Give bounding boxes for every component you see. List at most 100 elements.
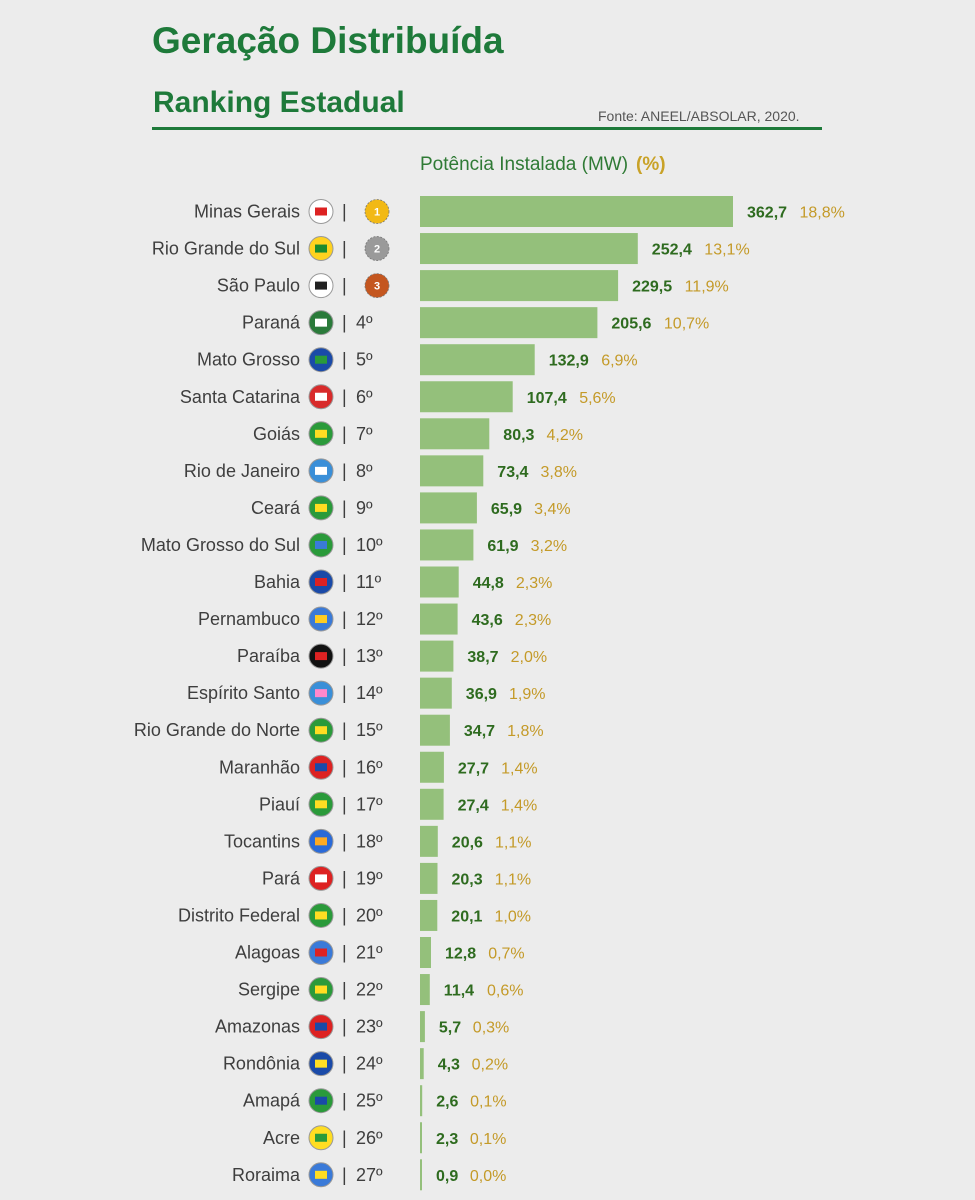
separator: | [342,1128,347,1148]
bar [420,492,477,524]
percent-value: 2,3% [515,612,551,629]
value-label: 205,6 [611,316,651,333]
separator: | [342,572,347,592]
value-label: 362,7 [747,205,787,222]
title-underline [152,127,822,130]
rank-label: 27º [356,1165,383,1185]
value-label: 38,7 [467,649,498,666]
separator: | [342,276,347,296]
state-name: São Paulo [217,276,300,296]
rank-label: 25º [356,1091,383,1111]
value-label: 229,5 [632,279,672,296]
separator: | [342,980,347,1000]
percent-value: 0,0% [470,1168,506,1185]
rank-label: 10º [356,535,383,555]
al-flag-icon [308,940,334,965]
state-name: Sergipe [238,980,300,1000]
rank-label: 22º [356,980,383,1000]
bar [420,603,458,635]
separator: | [342,239,347,259]
value-label: 0,9 [436,1168,458,1185]
value-label: 61,9 [487,538,518,555]
percent-value: 4,2% [547,427,583,444]
value-label: 252,4 [652,242,692,259]
rank-label: 20º [356,905,383,925]
percent-value: 1,4% [501,797,537,814]
pi-flag-icon [308,791,334,817]
bar [420,418,490,450]
separator: | [342,794,347,814]
bar [420,1122,422,1154]
rank-label: 7º [356,424,373,444]
value-label: 12,8 [445,946,476,963]
bar [420,233,638,265]
state-name: Minas Gerais [194,202,300,222]
mt-flag-icon [308,347,334,373]
state-name: Amapá [243,1091,301,1111]
value-label: 107,4 [527,390,567,407]
bar [420,714,450,746]
value-label: 44,8 [473,575,504,592]
rank-label: 18º [356,831,383,851]
bar [420,677,452,709]
value-label: 73,4 [497,464,528,481]
state-name: Tocantins [224,831,300,851]
percent-value: 0,2% [472,1057,508,1074]
rank-label: 15º [356,720,383,740]
chart-subtitle: Ranking Estadual [153,86,405,119]
percent-value: 2,3% [516,575,552,592]
state-name: Pará [262,868,301,888]
separator: | [342,868,347,888]
source-note: Fonte: ANEEL/ABSOLAR, 2020. [598,108,800,124]
percent-value: 1,0% [495,908,531,925]
state-name: Acre [263,1128,300,1148]
percent-value: 1,1% [495,871,531,888]
separator: | [342,1165,347,1185]
separator: | [342,350,347,370]
separator: | [342,498,347,518]
rank-label: 14º [356,683,383,703]
state-name: Rio de Janeiro [184,461,300,481]
bar [420,1085,423,1117]
bar [420,566,459,598]
bar [420,751,444,783]
separator: | [342,943,347,963]
state-name: Rondônia [223,1054,301,1074]
state-name: Santa Catarina [180,387,301,407]
value-label: 27,7 [458,760,489,777]
percent-value: 3,4% [534,501,570,518]
ac-flag-icon [308,1125,334,1151]
percent-value: 1,8% [507,723,543,740]
value-label: 2,3 [436,1131,458,1148]
rank-label: 17º [356,794,383,814]
bar [420,196,733,227]
separator: | [342,831,347,851]
rank-label: 9º [356,498,373,518]
state-name: Espírito Santo [187,683,300,703]
gold-medal-icon: 1 [364,199,390,224]
am-flag-icon [308,1014,334,1040]
ma-flag-icon [308,754,334,780]
state-name: Distrito Federal [178,905,300,925]
percent-value: 10,7% [664,316,709,333]
state-name: Bahia [254,572,301,592]
percent-value: 5,6% [579,390,615,407]
separator: | [342,202,347,222]
to-flag-icon [308,828,334,854]
separator: | [342,1054,347,1074]
ro-flag-icon [308,1051,334,1077]
value-label: 20,3 [452,871,483,888]
bar [420,862,438,894]
percent-value: 0,7% [488,946,524,963]
bar [420,937,431,968]
se-flag-icon [308,977,334,1003]
state-name: Pernambuco [198,609,300,629]
percent-value: 6,9% [601,353,637,370]
state-name: Mato Grosso [197,350,300,370]
state-name: Roraima [232,1165,301,1185]
rank-label: 21º [356,943,383,963]
rj-flag-icon [308,458,334,484]
rs-flag-icon [308,236,334,262]
es-flag-icon [308,680,334,706]
